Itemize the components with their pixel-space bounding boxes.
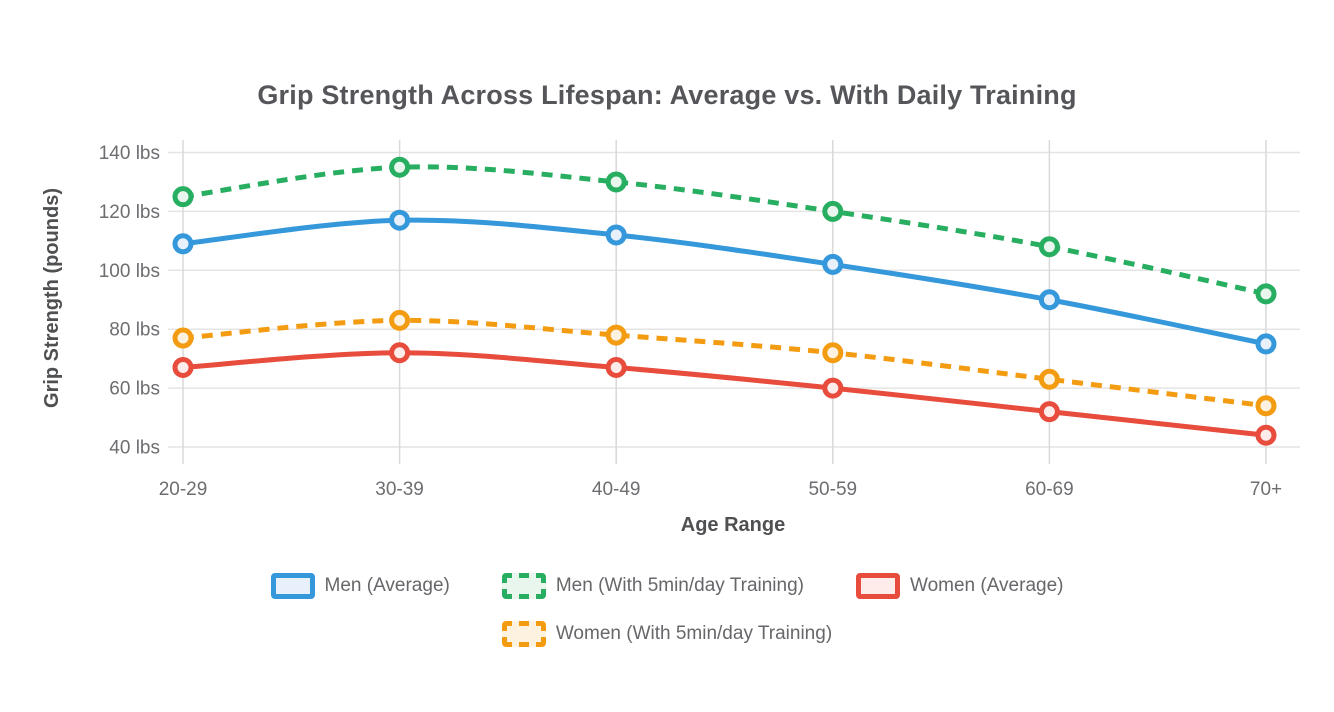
legend-swatch-men-average [270, 573, 315, 599]
data-point-men-with-5min-day-training-40-49[interactable] [605, 171, 627, 193]
data-point-men-average-40-49[interactable] [605, 224, 627, 246]
legend-item-women-average[interactable]: Women (Average) [856, 573, 1063, 599]
x-tick-label: 40-49 [592, 479, 641, 500]
x-tick-label: 30-39 [375, 479, 424, 500]
data-point-men-with-5min-day-training-30-39[interactable] [389, 156, 411, 178]
data-point-men-with-5min-day-training-70+[interactable] [1255, 283, 1277, 305]
legend-item-men-average[interactable]: Men (Average) [270, 573, 450, 599]
legend-label-men-average: Men (Average) [324, 575, 450, 596]
legend-swatch-women-with-5min-day-training [501, 621, 546, 647]
data-point-women-with-5min-day-training-70+[interactable] [1255, 395, 1277, 417]
chart-legend: Men (Average) Men (With 5min/day Training… [0, 573, 1334, 647]
y-tick-label: 100 lbs [99, 261, 160, 282]
x-tick-label: 20-29 [159, 479, 208, 500]
x-tick-label: 70+ [1250, 479, 1282, 500]
series-line-men-average [182, 217, 1267, 347]
data-point-men-average-70+[interactable] [1255, 333, 1277, 355]
data-point-women-average-20-29[interactable] [172, 356, 194, 378]
data-point-women-average-30-39[interactable] [389, 342, 411, 364]
legend-label-women-with-5min-day-training: Women (With 5min/day Training) [555, 623, 833, 644]
data-point-women-with-5min-day-training-40-49[interactable] [605, 324, 627, 346]
data-point-women-with-5min-day-training-60-69[interactable] [1038, 368, 1060, 390]
gridlines [168, 140, 1300, 464]
data-point-women-with-5min-day-training-30-39[interactable] [389, 309, 411, 331]
legend-label-women-average: Women (Average) [910, 575, 1064, 596]
y-axis-title: Grip Strength (pounds) [41, 188, 63, 408]
data-point-women-average-60-69[interactable] [1038, 401, 1060, 423]
data-point-women-with-5min-day-training-50-59[interactable] [822, 342, 844, 364]
data-point-men-with-5min-day-training-60-69[interactable] [1038, 236, 1060, 258]
series-lines [182, 164, 1267, 438]
series-line-women-average [182, 350, 1267, 438]
data-point-men-average-60-69[interactable] [1038, 289, 1060, 311]
series-points [172, 156, 1277, 446]
legend-swatch-men-with-5min-day-training [501, 573, 546, 599]
series-line-women-with-5min-day-training [182, 317, 1267, 409]
legend-row: Women (With 5min/day Training) [0, 621, 1334, 647]
data-point-men-average-50-59[interactable] [822, 253, 844, 275]
data-point-women-average-70+[interactable] [1255, 424, 1277, 446]
legend-swatch-women-average [856, 573, 900, 599]
y-tick-label: 80 lbs [109, 320, 160, 341]
data-point-men-average-30-39[interactable] [389, 209, 411, 231]
legend-item-women-with-5min-day-training[interactable]: Women (With 5min/day Training) [501, 621, 833, 647]
data-point-men-with-5min-day-training-20-29[interactable] [172, 186, 194, 208]
x-axis-tick-labels: 20-29 30-39 40-49 50-59 60-69 70+ [159, 479, 1282, 500]
chart-title: Grip Strength Across Lifespan: Average v… [257, 80, 1077, 110]
data-point-men-average-20-29[interactable] [172, 233, 194, 255]
legend-item-men-with-5min-day-training[interactable]: Men (With 5min/day Training) [501, 573, 804, 599]
y-tick-label: 120 lbs [99, 202, 160, 223]
y-axis-tick-labels: 40 lbs 60 lbs 80 lbs 100 lbs 120 lbs 140 lbs [99, 143, 160, 459]
x-tick-label: 50-59 [808, 479, 857, 500]
data-point-women-average-50-59[interactable] [822, 377, 844, 399]
series-line-men-with-5min-day-training [182, 164, 1267, 297]
y-tick-label: 60 lbs [109, 379, 160, 400]
data-point-men-with-5min-day-training-50-59[interactable] [822, 200, 844, 222]
legend-label-men-with-5min-day-training: Men (With 5min/day Training) [555, 575, 804, 596]
x-tick-label: 60-69 [1025, 479, 1074, 500]
x-axis-title: Age Range [681, 514, 785, 536]
legend-row: Men (Average) Men (With 5min/day Training… [0, 573, 1334, 599]
y-tick-label: 40 lbs [109, 438, 160, 459]
y-tick-label: 140 lbs [99, 143, 160, 164]
data-point-women-average-40-49[interactable] [605, 356, 627, 378]
data-point-women-with-5min-day-training-20-29[interactable] [172, 327, 194, 349]
